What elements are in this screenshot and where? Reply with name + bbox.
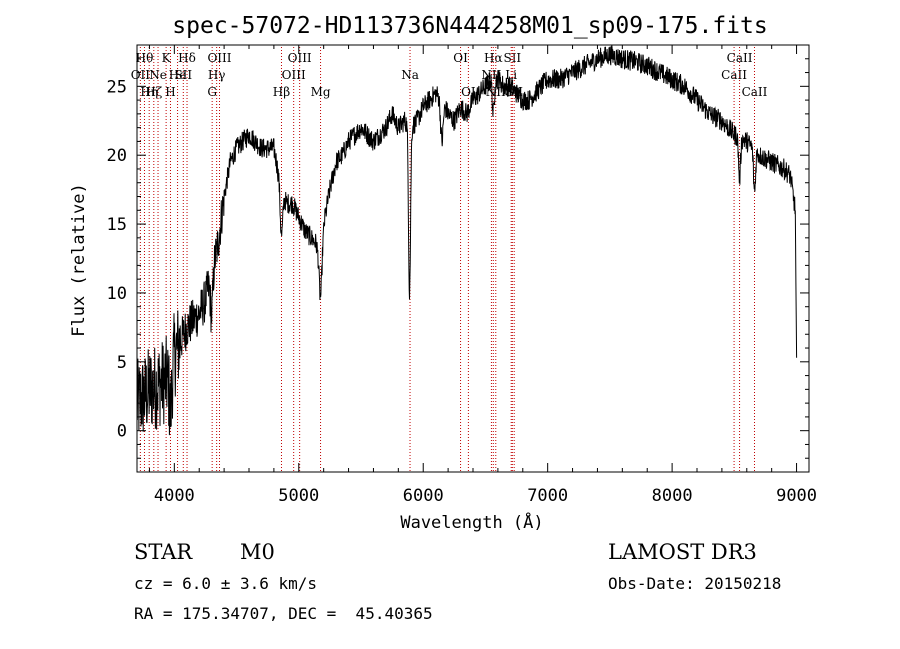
y-tick-label: 10 [107, 284, 127, 304]
line-marker-label: Hδ [178, 51, 196, 65]
line-marker-label: SII [503, 51, 521, 65]
x-tick-label: 8000 [652, 486, 693, 506]
velocity-text: cz = 6.0 ± 3.6 km/s [134, 574, 318, 593]
line-marker-label: OII [131, 68, 151, 82]
line-marker-label: Ne [149, 68, 167, 82]
x-tick-label: 5000 [278, 486, 319, 506]
line-marker-label: G [207, 85, 217, 99]
line-marker-label: OIII [288, 51, 312, 65]
line-marker-label: He [169, 68, 187, 82]
line-marker-label: SII [174, 68, 192, 82]
line-markers: OIIHθHηHζNeKHHeSIIHδGHγOIIIHβOIIIOIIIMgN… [131, 47, 768, 472]
y-tick-label: 15 [107, 215, 127, 235]
chart-title: spec-57072-HD113736N444258M01_sp09-175.f… [172, 13, 767, 39]
line-marker-label: Mg [311, 85, 331, 99]
x-tick-label: 4000 [154, 486, 195, 506]
line-marker-label: Hβ [273, 85, 290, 99]
line-marker-label: Hζ [145, 85, 162, 99]
line-marker-label: Hγ [208, 68, 226, 82]
line-marker-label: K [162, 51, 172, 65]
y-tick-label: 25 [107, 77, 127, 97]
y-axis-label: Flux (relative) [69, 183, 89, 337]
line-marker-label: OI [453, 51, 468, 65]
x-tick-label: 9000 [776, 486, 817, 506]
plot-frame [136, 44, 810, 473]
line-marker-label: Hθ [136, 51, 154, 65]
x-tick-label: 6000 [403, 486, 444, 506]
observation-date: Obs-Date: 20150218 [608, 574, 782, 593]
spectrum-line [136, 45, 798, 436]
line-marker-label: CaII [742, 85, 768, 99]
line-marker-label: Li [505, 68, 517, 82]
line-marker-label: OIII [282, 68, 306, 82]
coordinates-text: RA = 175.34707, DEC = 45.40365 [134, 604, 433, 623]
x-axis-label: Wavelength (Å) [400, 511, 543, 533]
y-tick-label: 20 [107, 146, 127, 166]
object-subclass: M0 [240, 540, 275, 564]
line-marker-label: Na [401, 68, 419, 82]
line-marker-label: Hα [484, 51, 503, 65]
line-marker-label: H [165, 85, 175, 99]
y-axis: 0 5 10 15 20 25 [107, 58, 809, 459]
y-tick-label: 0 [117, 422, 127, 442]
line-marker-label: CaII [721, 68, 747, 82]
object-class: STAR [134, 540, 193, 564]
survey-name: LAMOST DR3 [608, 540, 757, 564]
line-marker-label: OIII [207, 51, 231, 65]
line-marker-label: CaII [727, 51, 753, 65]
x-tick-label: 7000 [527, 486, 568, 506]
x-axis: 4000 5000 6000 7000 8000 9000 [148, 45, 817, 506]
y-tick-label: 5 [117, 353, 127, 373]
